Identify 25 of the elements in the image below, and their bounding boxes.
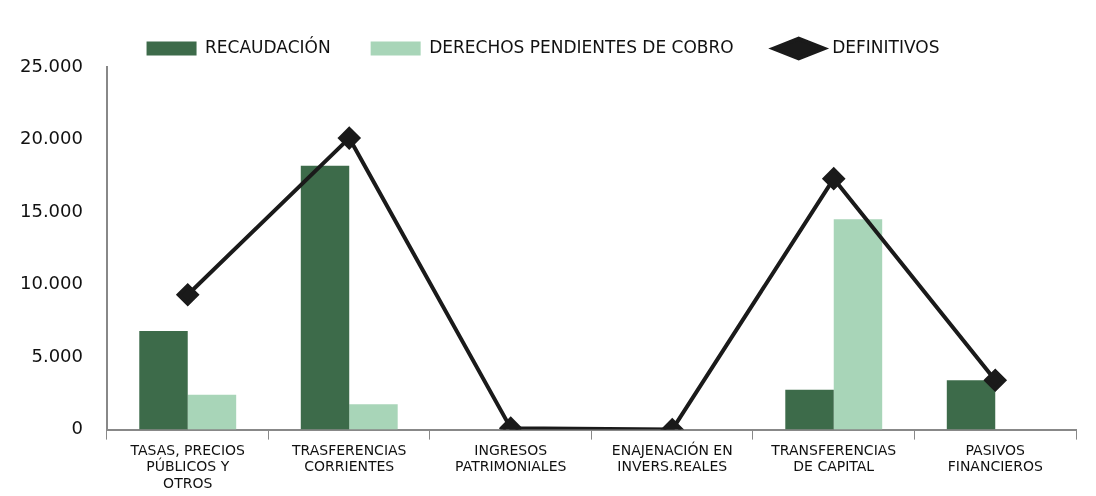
y-tick-label: 25.000 xyxy=(20,54,83,76)
legend-label: DERECHOS PENDIENTES DE COBRO xyxy=(429,36,734,57)
y-tick-label: 20.000 xyxy=(20,127,83,149)
bar xyxy=(349,404,398,430)
legend-label: RECAUDACIÓN xyxy=(205,35,331,57)
x-tick-label: INGRESOS PATRIMONIALES xyxy=(455,441,567,475)
point xyxy=(822,167,845,190)
x-tick-label: ENAJENACIÓN EN INVERS.REALES xyxy=(611,440,733,475)
y-tick-label: 10.000 xyxy=(20,272,83,294)
bar xyxy=(785,389,834,430)
point xyxy=(176,283,199,306)
bar xyxy=(946,380,996,430)
bar xyxy=(139,330,188,430)
point xyxy=(338,127,361,150)
x-tick-label: PASIVOS FINANCIEROS xyxy=(947,441,1043,475)
bar xyxy=(187,394,237,430)
bar xyxy=(300,165,350,430)
x-tick-label: TASAS, PRECIOS PÚBLICOS Y OTROS xyxy=(129,441,246,492)
y-tick-label: 15.000 xyxy=(20,199,83,221)
legend-label: DEFINITIVOS xyxy=(832,36,940,57)
y-tick-label: 0 xyxy=(71,417,83,439)
x-tick-label: TRANSFERENCIAS DE CAPITAL xyxy=(770,441,897,475)
y-tick-label: 5.000 xyxy=(31,344,83,366)
x-tick-label: TRASFERENCIAS CORRIENTES xyxy=(290,441,407,475)
bar xyxy=(833,219,883,430)
